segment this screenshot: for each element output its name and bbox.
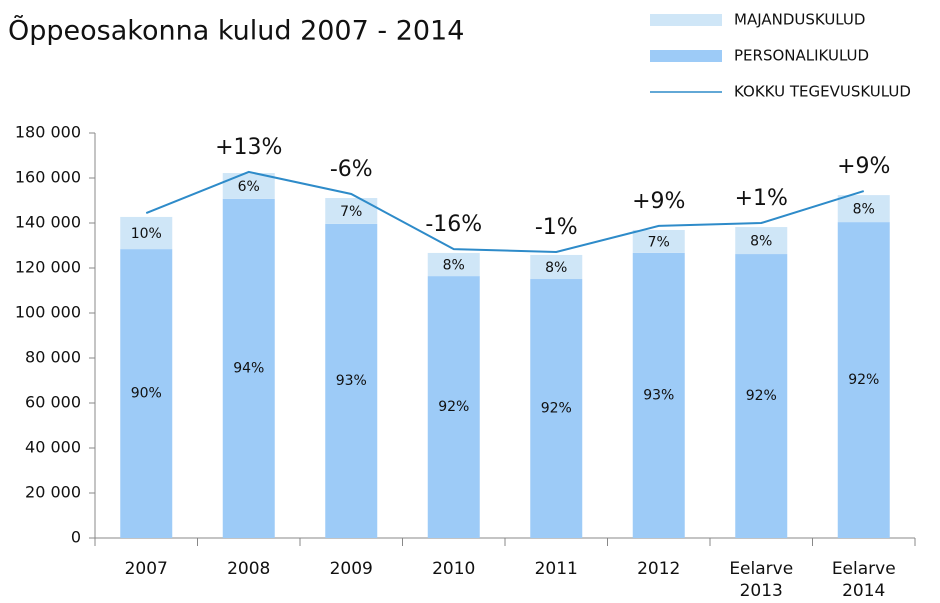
bar-segment — [530, 279, 583, 538]
bar-segment — [837, 222, 890, 538]
share-label: 90% — [131, 386, 162, 402]
change-label: -16% — [425, 212, 482, 237]
x-tick-label: 2011 — [534, 559, 578, 579]
chart-title: Õppeosakonna kulud 2007 - 2014 — [8, 15, 464, 47]
bar-segment — [222, 173, 275, 199]
y-tick-label: 120 000 — [15, 258, 81, 277]
bar-segment — [120, 249, 173, 538]
x-tick-label: 2009 — [329, 559, 373, 579]
share-label: 93% — [643, 387, 674, 403]
share-label: 10% — [131, 226, 162, 242]
share-label: 94% — [233, 360, 264, 376]
bar-segment — [120, 216, 173, 250]
y-tick-label: 80 000 — [25, 348, 81, 367]
y-tick-label: 60 000 — [25, 393, 81, 412]
x-tick-label: Eelarve 2014 — [831, 559, 896, 601]
share-label: 93% — [336, 373, 367, 389]
bar-segment — [530, 254, 583, 280]
legend-label: PERSONALIKULUD — [734, 47, 869, 65]
total-line — [145, 170, 865, 254]
x-tick-label: 2008 — [227, 559, 271, 579]
legend-swatch — [650, 14, 722, 26]
legend-label: KOKKU TEGEVUSKULUD — [734, 83, 911, 101]
bar-segment — [325, 223, 378, 538]
y-tick-label: 40 000 — [25, 438, 81, 457]
share-label: 7% — [340, 204, 362, 220]
bar-segment — [222, 198, 275, 539]
x-tick-label: Eelarve 2013 — [729, 559, 794, 601]
y-tick-label: 140 000 — [15, 213, 81, 232]
y-tick-label: 180 000 — [15, 123, 81, 142]
bar-segment — [632, 252, 685, 539]
change-label: +9% — [837, 154, 890, 179]
share-label: 6% — [238, 179, 260, 195]
share-label: 7% — [648, 234, 670, 250]
x-tick-label: 2007 — [124, 559, 168, 579]
share-label: 92% — [541, 401, 572, 417]
change-label: +9% — [632, 189, 685, 214]
legend-label: MAJANDUSKULUD — [734, 11, 865, 29]
bar-segment — [427, 276, 480, 538]
y-tick-label: 160 000 — [15, 168, 81, 187]
share-label: 92% — [848, 372, 879, 388]
y-tick-label: 100 000 — [15, 303, 81, 322]
change-label: +1% — [735, 186, 788, 211]
share-label: 8% — [853, 202, 875, 218]
legend-swatch — [650, 50, 722, 62]
bar-segment — [837, 195, 890, 223]
x-tick-label: 2012 — [637, 559, 681, 579]
y-tick-label: 20 000 — [25, 483, 81, 502]
share-label: 8% — [545, 260, 567, 276]
x-tick-label: 2010 — [432, 559, 476, 579]
bar-segment — [427, 252, 480, 277]
share-label: 92% — [438, 399, 469, 415]
share-label: 92% — [746, 388, 777, 404]
y-tick-label: 0 — [71, 528, 81, 547]
bar-segment — [735, 254, 788, 539]
share-label: 8% — [750, 234, 772, 250]
bar-segment — [632, 229, 685, 253]
share-label: 8% — [443, 258, 465, 274]
change-label: -6% — [330, 157, 373, 182]
change-label: -1% — [535, 215, 578, 240]
bar-segment — [735, 227, 788, 255]
change-label: +13% — [215, 135, 282, 160]
